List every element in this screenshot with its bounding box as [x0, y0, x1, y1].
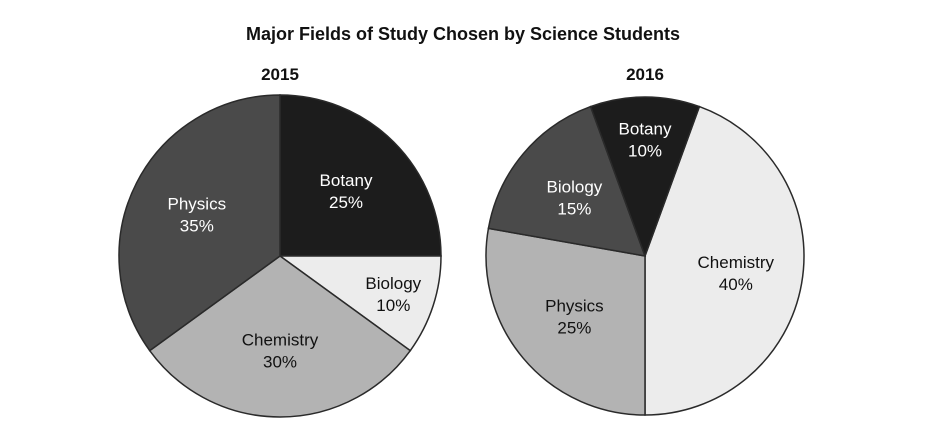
pie-2016-value-botany: 10%: [628, 141, 662, 160]
pie-2015-slice-biology: [277, 255, 442, 352]
pie-2015-label-chemistry: Chemistry: [242, 330, 319, 349]
pie-2015-slice-botany: [279, 94, 442, 257]
pie-2015-slice-physics: [118, 94, 281, 352]
pie-2015-value-chemistry: 30%: [263, 352, 297, 371]
pie-2016-slice-biology: [487, 105, 647, 257]
pie-2016-label-botany: Botany: [619, 119, 672, 138]
pie-2016-label-biology: Biology: [547, 178, 603, 197]
pie-2016-label-chemistry: Chemistry: [698, 253, 775, 272]
pie-2015: Botany 25% Biology 10% Chemistry 30% Physics 35…: [118, 94, 442, 418]
pie-2016-value-physics: 25%: [557, 318, 591, 337]
pie-2016-slice-botany: [589, 96, 701, 259]
pie-2016: Chemistry 40% Physics 25% Biology 15% Botany 10…: [485, 96, 805, 416]
pie-2015-label-physics: Physics: [168, 195, 227, 214]
pie-2016-value-biology: 15%: [557, 200, 591, 219]
pie-2016-slice-physics: [485, 227, 646, 416]
pie-2015-value-physics: 35%: [180, 217, 214, 236]
pie-2016-value-chemistry: 40%: [719, 275, 753, 294]
pie-2015-title: 2015: [261, 65, 299, 84]
pie-2015-slice-chemistry: [148, 255, 412, 418]
pie-2016-title: 2016: [626, 65, 664, 84]
chart-title: Major Fields of Study Chosen by Science …: [246, 24, 680, 44]
pie-2015-label-biology: Biology: [365, 274, 421, 293]
pie-2016-label-physics: Physics: [545, 296, 604, 315]
pie-2015-value-botany: 25%: [329, 193, 363, 212]
pie-2016-slice-chemistry: [644, 105, 805, 416]
pie-2015-label-botany: Botany: [320, 171, 373, 190]
pie-2015-value-biology: 10%: [376, 296, 410, 315]
